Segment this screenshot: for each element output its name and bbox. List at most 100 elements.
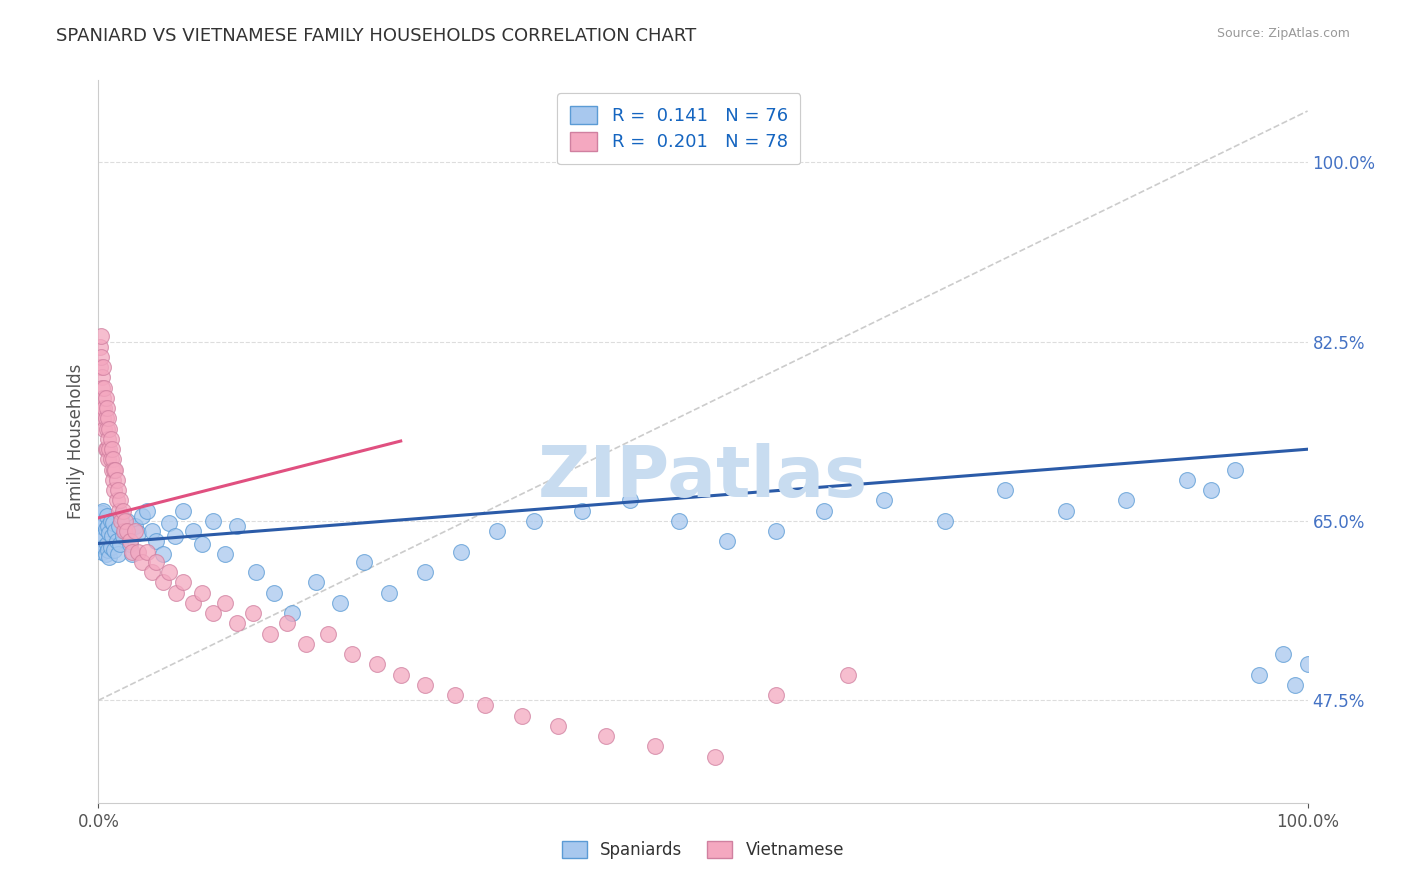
Point xyxy=(1054,504,1077,518)
Point xyxy=(202,606,225,620)
Point xyxy=(100,514,122,528)
Point xyxy=(765,688,787,702)
Point xyxy=(94,547,117,561)
Point xyxy=(474,698,496,713)
Point xyxy=(94,522,117,536)
Point xyxy=(704,749,727,764)
Point xyxy=(1115,493,1137,508)
Point xyxy=(191,536,214,550)
Point xyxy=(316,626,339,640)
Point xyxy=(145,534,167,549)
Point xyxy=(413,678,436,692)
Point xyxy=(108,504,131,518)
Point xyxy=(100,452,122,467)
Point xyxy=(127,545,149,559)
Point xyxy=(108,493,131,508)
Point xyxy=(94,411,117,425)
Point xyxy=(214,547,236,561)
Point xyxy=(112,524,135,539)
Point xyxy=(108,519,131,533)
Text: ZIPatlas: ZIPatlas xyxy=(538,443,868,512)
Point xyxy=(131,555,153,569)
Point xyxy=(1223,463,1246,477)
Point xyxy=(91,381,114,395)
Point xyxy=(366,657,388,672)
Point xyxy=(117,514,139,528)
Point xyxy=(97,519,120,533)
Point xyxy=(202,514,225,528)
Point xyxy=(165,585,187,599)
Point xyxy=(444,688,467,702)
Point xyxy=(100,432,122,446)
Point xyxy=(813,504,835,518)
Point xyxy=(141,524,163,539)
Point xyxy=(118,534,141,549)
Point xyxy=(93,516,115,530)
Point xyxy=(413,565,436,579)
Point xyxy=(295,637,318,651)
Point xyxy=(90,329,112,343)
Point xyxy=(103,542,125,557)
Point xyxy=(135,504,157,518)
Point xyxy=(191,585,214,599)
Point xyxy=(172,504,194,518)
Point xyxy=(100,540,122,554)
Point xyxy=(163,529,186,543)
Point xyxy=(96,442,118,457)
Point xyxy=(114,514,136,528)
Point xyxy=(107,547,129,561)
Y-axis label: Family Households: Family Households xyxy=(66,364,84,519)
Text: Source: ZipAtlas.com: Source: ZipAtlas.com xyxy=(1216,27,1350,40)
Point xyxy=(342,647,364,661)
Point xyxy=(103,483,125,498)
Point xyxy=(96,422,118,436)
Point xyxy=(91,411,114,425)
Point xyxy=(100,463,122,477)
Point xyxy=(114,524,136,539)
Point xyxy=(91,401,114,416)
Point xyxy=(108,536,131,550)
Point xyxy=(934,514,956,528)
Point xyxy=(96,508,118,523)
Point xyxy=(837,667,859,681)
Point xyxy=(131,508,153,523)
Point xyxy=(226,519,249,533)
Point xyxy=(181,596,204,610)
Point xyxy=(994,483,1017,498)
Point xyxy=(101,452,124,467)
Point xyxy=(281,606,304,620)
Point xyxy=(547,719,569,733)
Point xyxy=(89,360,111,375)
Point xyxy=(121,545,143,559)
Point xyxy=(329,596,352,610)
Point xyxy=(145,555,167,569)
Point xyxy=(91,504,114,518)
Point xyxy=(172,575,194,590)
Point xyxy=(242,606,264,620)
Point xyxy=(105,534,128,549)
Point xyxy=(141,565,163,579)
Point xyxy=(91,360,114,375)
Point xyxy=(110,514,132,528)
Point xyxy=(98,422,121,436)
Point xyxy=(90,350,112,364)
Point xyxy=(353,555,375,569)
Point xyxy=(668,514,690,528)
Point xyxy=(571,504,593,518)
Legend: Spaniards, Vietnamese: Spaniards, Vietnamese xyxy=(555,834,851,866)
Point xyxy=(765,524,787,539)
Point xyxy=(91,545,114,559)
Text: SPANIARD VS VIETNAMESE FAMILY HOUSEHOLDS CORRELATION CHART: SPANIARD VS VIETNAMESE FAMILY HOUSEHOLDS… xyxy=(56,27,696,45)
Point xyxy=(94,391,117,405)
Point xyxy=(97,452,120,467)
Point xyxy=(111,529,134,543)
Point xyxy=(127,526,149,541)
Point xyxy=(305,575,328,590)
Point xyxy=(98,526,121,541)
Point xyxy=(1175,473,1198,487)
Point xyxy=(118,536,141,550)
Point xyxy=(873,493,896,508)
Point xyxy=(89,340,111,354)
Point xyxy=(91,391,114,405)
Point xyxy=(644,739,666,754)
